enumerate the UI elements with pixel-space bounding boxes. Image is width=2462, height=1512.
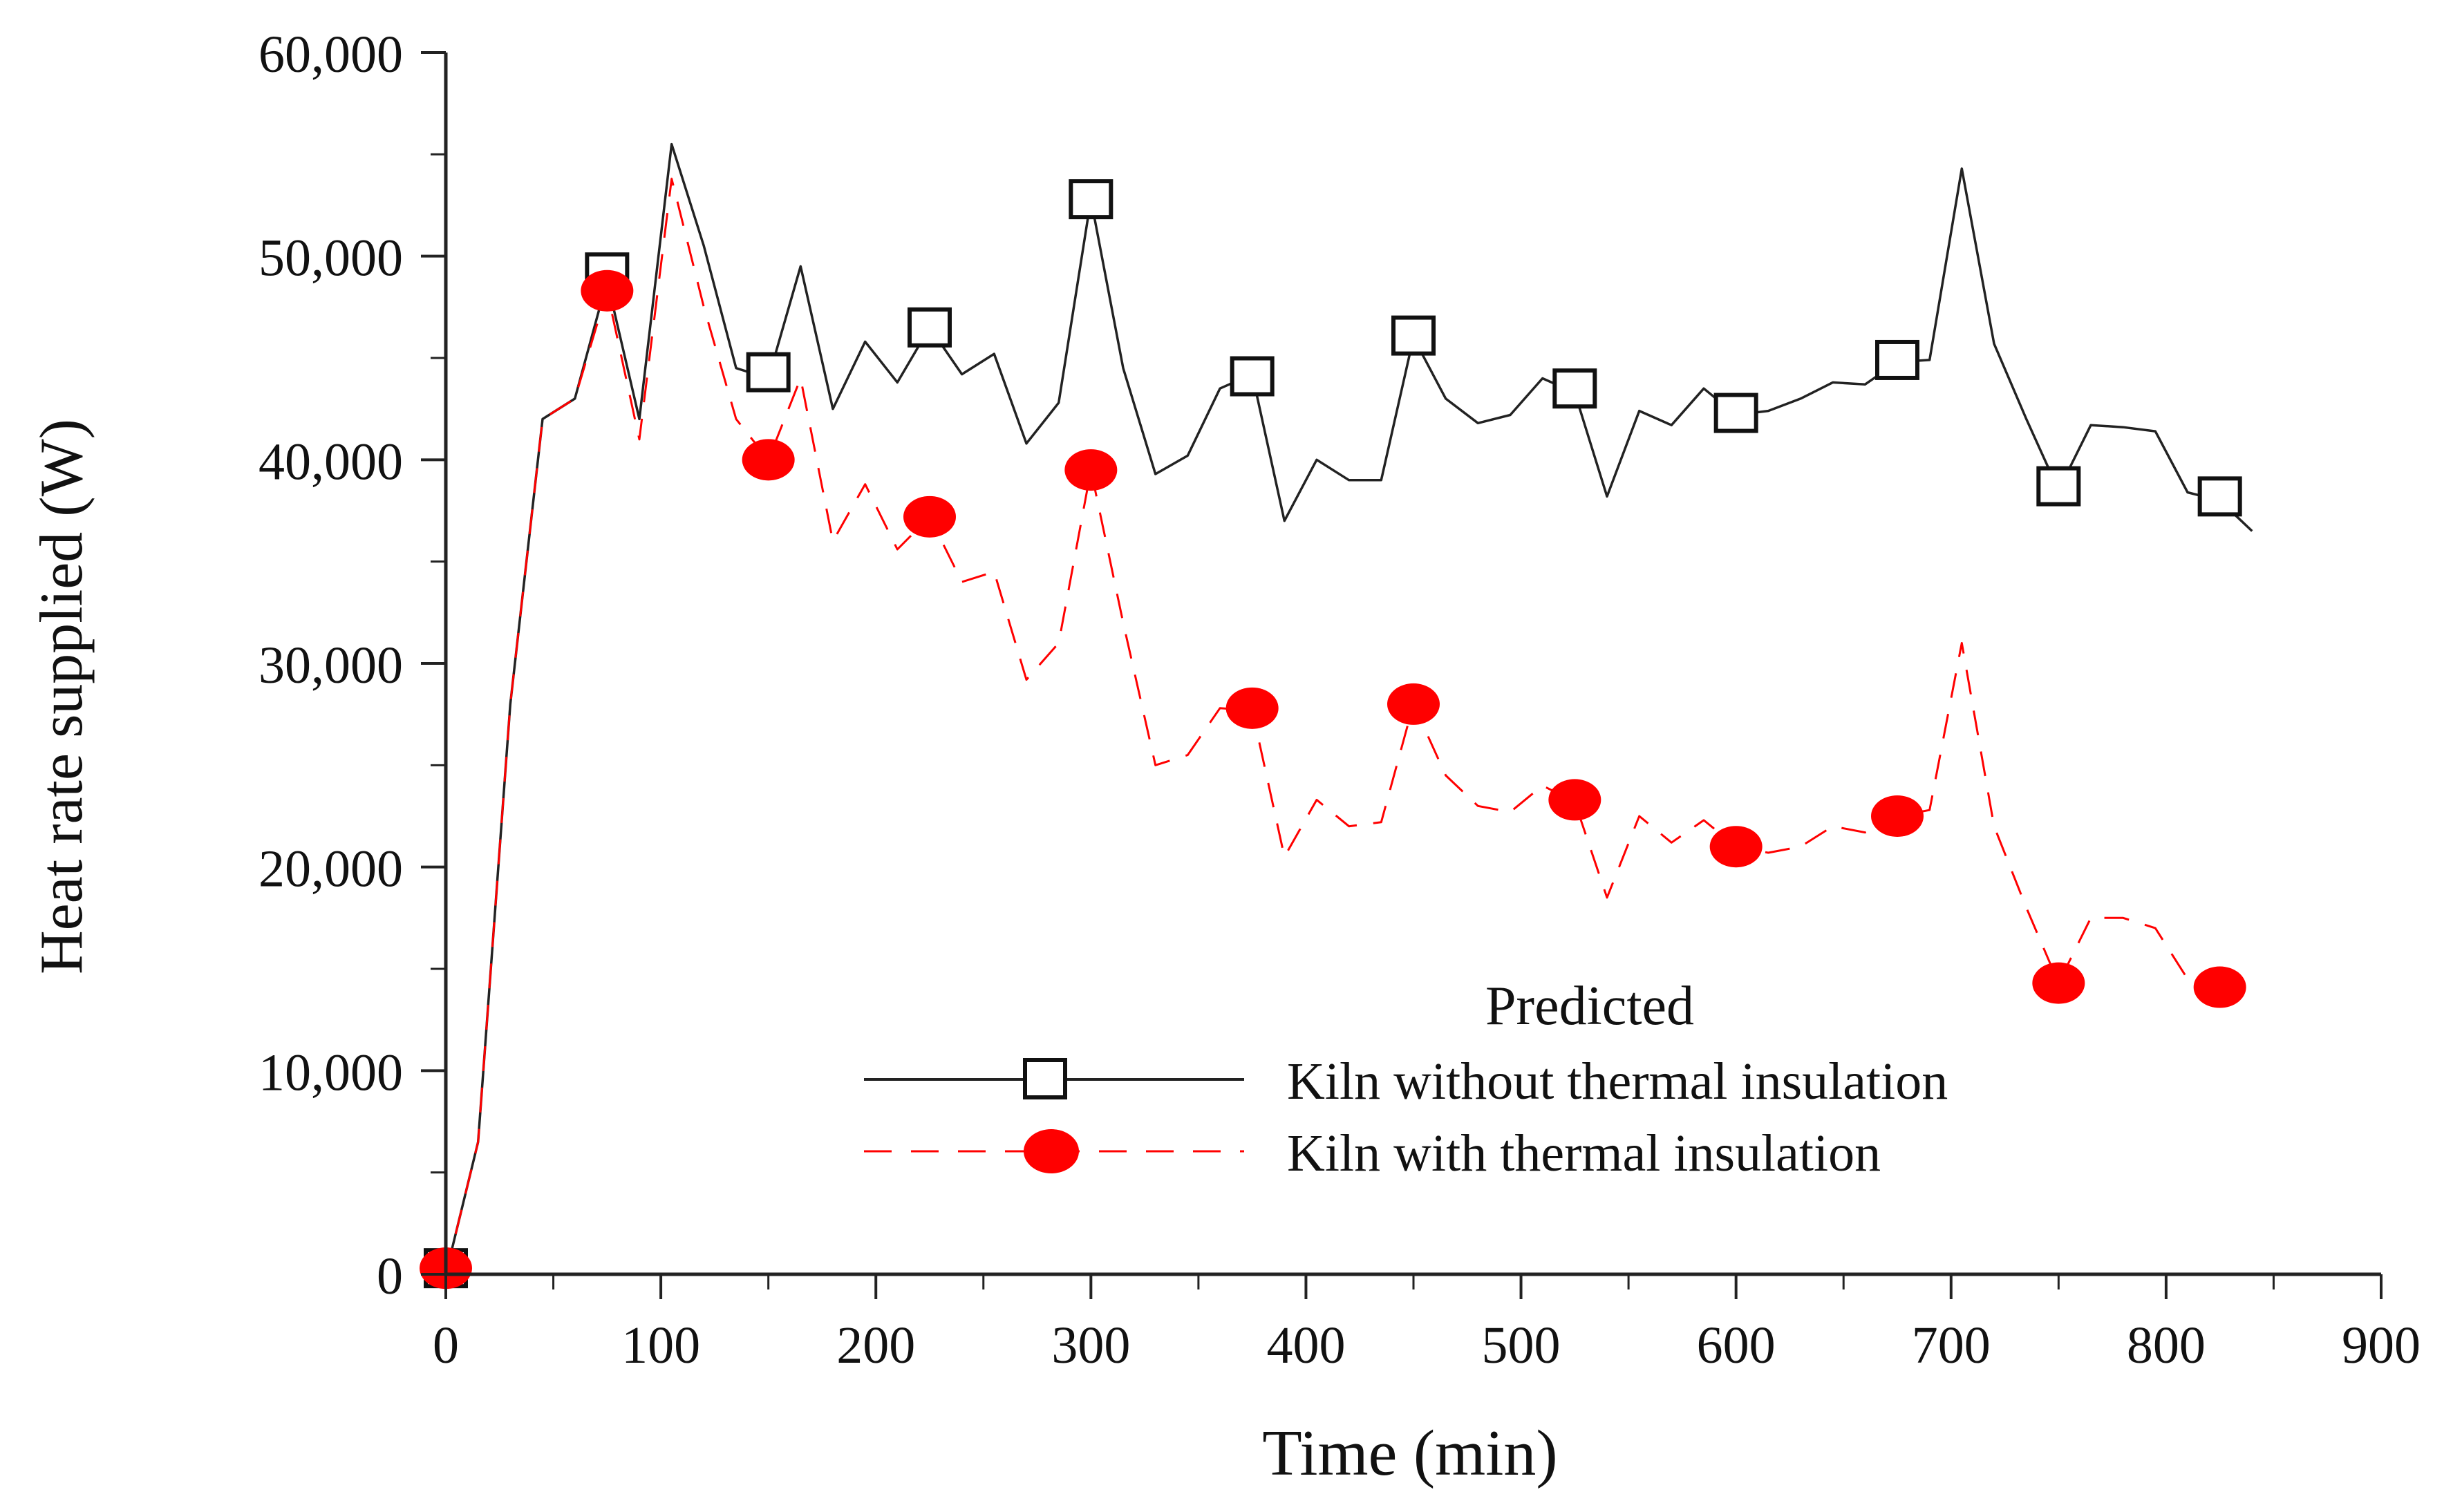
series-1-marker bbox=[2197, 476, 2242, 517]
x-tick-label: 700 bbox=[1912, 1316, 1991, 1374]
axes-layer: 0 10,000 20,000 30,000 40,000 50,000 60,000 0 10… bbox=[259, 26, 2421, 1374]
series-1-marker bbox=[908, 307, 952, 348]
x-axis-title: Time (min) bbox=[1262, 1417, 1557, 1489]
x-tick-label: 100 bbox=[621, 1316, 700, 1374]
y-axis-title: Heat rate supplied (W) bbox=[28, 419, 95, 974]
series-2-marker bbox=[1225, 687, 1279, 729]
legend-label-series-1: Kiln without thermal insulation bbox=[1287, 1052, 1948, 1111]
legend-label-series-2: Kiln with thermal insulation bbox=[1287, 1124, 1881, 1182]
series-1-marker bbox=[2036, 466, 2081, 507]
series-2-marker bbox=[2032, 962, 2085, 1004]
y-tick-label: 10,000 bbox=[259, 1043, 403, 1102]
x-tick-label: 900 bbox=[2342, 1316, 2421, 1374]
y-tick-label: 30,000 bbox=[259, 636, 403, 694]
series-2-marker bbox=[1709, 826, 1763, 868]
series-1-marker bbox=[1230, 356, 1275, 397]
series-1-marker bbox=[1069, 179, 1113, 220]
series-1-marker bbox=[1391, 315, 1436, 356]
x-tick-label: 300 bbox=[1051, 1316, 1130, 1374]
y-tick-label: 60,000 bbox=[259, 26, 403, 84]
series-2-marker bbox=[581, 270, 634, 312]
legend-marker-series-2 bbox=[1024, 1129, 1079, 1173]
series-line-2 bbox=[444, 178, 2221, 1275]
series-1-marker bbox=[746, 352, 791, 393]
y-tick-label: 40,000 bbox=[259, 433, 403, 491]
x-tick-label: 400 bbox=[1266, 1316, 1345, 1374]
series-2-marker bbox=[2193, 966, 2246, 1008]
y-tick-label: 0 bbox=[377, 1247, 403, 1305]
series-2-marker bbox=[1871, 795, 1924, 837]
x-tick-label: 800 bbox=[2127, 1316, 2206, 1374]
series-1-marker bbox=[1552, 368, 1597, 409]
legend: Predicted Kiln without thermal insulatio… bbox=[864, 976, 1948, 1182]
legend-marker-series-1 bbox=[1023, 1058, 1067, 1099]
legend-title: Predicted bbox=[1485, 976, 1694, 1037]
y-tick-label: 50,000 bbox=[259, 229, 403, 287]
series-layer bbox=[420, 142, 2253, 1289]
series-2-marker bbox=[903, 495, 956, 538]
y-tick-label: 20,000 bbox=[259, 840, 403, 898]
x-tick-label: 0 bbox=[433, 1316, 459, 1374]
series-1-marker bbox=[1875, 339, 1919, 380]
x-tick-label: 600 bbox=[1697, 1316, 1776, 1374]
series-2-marker bbox=[742, 439, 795, 481]
series-2-marker bbox=[1064, 449, 1118, 491]
series-2-marker bbox=[1387, 683, 1440, 725]
series-2-marker bbox=[1548, 779, 1601, 821]
x-tick-label: 200 bbox=[836, 1316, 915, 1374]
series-1-marker bbox=[1713, 393, 1758, 433]
x-tick-label: 500 bbox=[1482, 1316, 1561, 1374]
